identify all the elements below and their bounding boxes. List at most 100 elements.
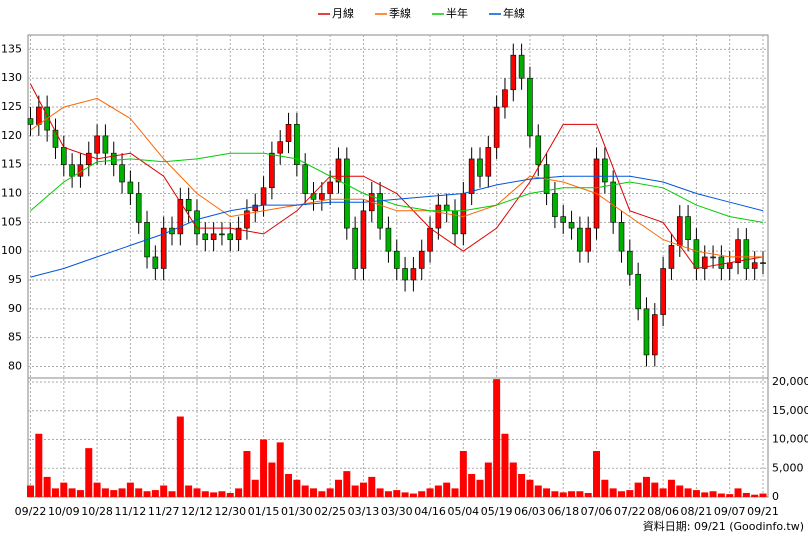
volume-bar [110, 490, 118, 497]
candle-body [651, 314, 658, 356]
candle-body [219, 233, 225, 236]
volume-bar [684, 488, 692, 497]
y-tick-label: 10,000 [772, 433, 808, 446]
x-tick-label: 09/07 [714, 505, 746, 518]
volume-bar [118, 488, 126, 497]
x-tick-label: 11/27 [148, 505, 180, 518]
volume-bar [35, 433, 43, 497]
ma-line [30, 152, 764, 223]
candle-body [701, 256, 708, 269]
x-tick-label: 05/19 [481, 505, 513, 518]
volume-bar [551, 491, 559, 497]
volume-bar [143, 491, 151, 497]
x-tick-label: 10/09 [48, 505, 80, 518]
volume-bar [609, 488, 617, 497]
volume-bar [401, 492, 409, 497]
candle-body [393, 250, 400, 269]
candle-body [194, 210, 200, 235]
volume-bar [135, 488, 143, 497]
volume-bar [101, 488, 109, 497]
legend-label: 季線 [389, 6, 411, 20]
volume-bar [326, 488, 334, 497]
volume-bar [559, 492, 567, 497]
volume-bar [218, 491, 226, 497]
candle-body [319, 193, 325, 200]
volume-bar [493, 379, 501, 497]
candle-body [385, 227, 392, 252]
volume-bar [251, 479, 259, 497]
volume-bar [759, 493, 767, 497]
volume-bar [717, 493, 725, 497]
volume-bar [285, 474, 293, 497]
candle-body [185, 198, 192, 212]
volume-bar [43, 476, 51, 497]
x-tick-label: 07/22 [614, 505, 646, 518]
candle-body [618, 222, 625, 252]
candle-body [152, 256, 159, 269]
x-tick-label: 01/30 [281, 505, 313, 518]
x-tick-label: 02/25 [314, 505, 346, 518]
candle-body [94, 135, 100, 154]
y-tick-label: 105 [1, 215, 22, 228]
volume-bar [176, 416, 184, 497]
candle-body [202, 233, 209, 240]
x-tick-label: 01/15 [248, 505, 280, 518]
x-tick-label: 06/18 [547, 505, 579, 518]
y-tick-label: 100 [1, 244, 22, 257]
y-tick-label: 15,000 [772, 404, 808, 417]
candle-body [560, 216, 567, 223]
volume-bar [434, 485, 442, 497]
ma-line [30, 175, 764, 278]
volume-bar [642, 476, 650, 497]
volume-bar [368, 476, 376, 497]
candle-body [735, 239, 741, 264]
candle-body [685, 216, 691, 240]
candle-body [69, 164, 75, 177]
candle-body [527, 77, 533, 137]
volume-bar [701, 492, 709, 497]
y-tick-label: 115 [1, 158, 22, 171]
y-tick-label: 5,000 [772, 461, 804, 474]
volume-bar [334, 479, 342, 497]
candle-body [235, 227, 242, 240]
candle-body [477, 158, 483, 177]
candle-body [344, 158, 350, 229]
candle-body [85, 152, 92, 166]
volume-bar [26, 485, 34, 497]
candle-body [743, 239, 750, 269]
volume-bar [393, 490, 401, 497]
candle-body [502, 89, 508, 108]
volume-bar [151, 490, 159, 497]
candle-body [294, 124, 300, 166]
candle-body [360, 210, 367, 269]
volume-bar [243, 451, 251, 497]
volume-bar [268, 462, 276, 497]
x-tick-label: 06/03 [514, 505, 546, 518]
volume-bar [201, 491, 209, 497]
candle-body [60, 147, 67, 166]
candle-body [410, 268, 417, 281]
candle-body [27, 118, 34, 125]
volume-bar [651, 482, 659, 497]
x-tick-label: 09/22 [15, 505, 47, 518]
candle-body [452, 210, 458, 235]
candle-body [277, 141, 284, 154]
candle-body [693, 239, 700, 269]
volume-bar [667, 479, 675, 497]
volume-bar [418, 491, 426, 497]
candle-body [493, 106, 500, 148]
candle-body [627, 250, 633, 275]
x-tick-label: 10/28 [81, 505, 113, 518]
candle-body [352, 227, 358, 269]
candle-body [402, 268, 408, 281]
volume-bar [359, 482, 367, 497]
candle-body [485, 147, 492, 177]
y-tick-label: 125 [1, 100, 22, 113]
candle-body [110, 152, 117, 166]
candle-body [760, 262, 766, 265]
y-tick-label: 80 [8, 359, 22, 372]
volume-bar [301, 485, 309, 497]
x-tick-label: 07/06 [581, 505, 613, 518]
x-tick-label: 12/30 [214, 505, 246, 518]
